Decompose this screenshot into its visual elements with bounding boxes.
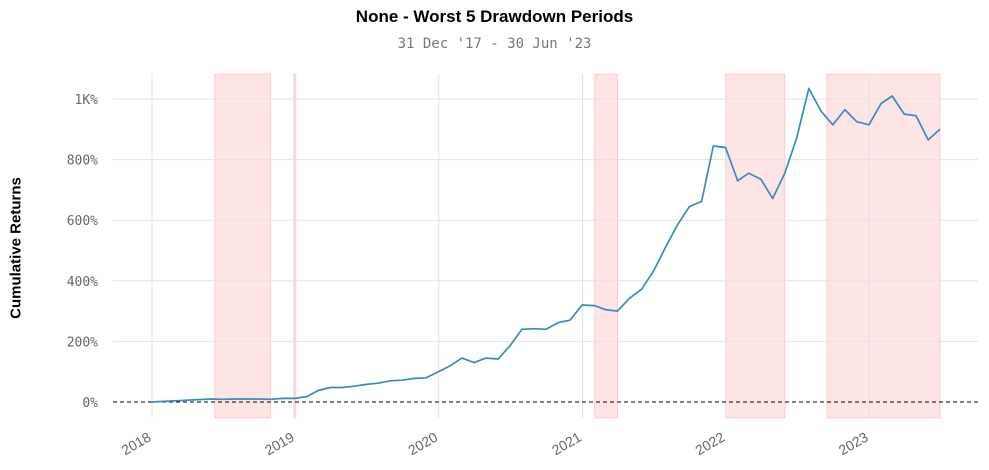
y-tick-label: 800% — [67, 154, 98, 169]
x-tick-label: 2022 — [692, 429, 727, 459]
drawdown-shading-group — [214, 73, 941, 419]
drawdown-period-3 — [594, 73, 618, 419]
x-tick-label: 2019 — [262, 429, 297, 459]
horizontal-grid — [113, 98, 978, 342]
chart-title: None - Worst 5 Drawdown Periods — [355, 7, 634, 26]
y-tick-label: 600% — [67, 214, 98, 229]
x-tick-label: 2023 — [836, 429, 871, 459]
x-tick-label: 2021 — [549, 429, 584, 459]
y-tick-label: 400% — [67, 275, 98, 290]
y-tick-label: 200% — [67, 335, 98, 350]
x-axis-ticks: 2018 2019 2020 2021 2022 2023 — [119, 429, 871, 459]
chart-subtitle: 31 Dec '17 - 30 Jun '23 — [397, 36, 592, 52]
x-tick-label: 2018 — [119, 429, 154, 459]
y-tick-label: 0% — [82, 396, 98, 411]
x-tick-label: 2020 — [405, 429, 440, 459]
drawdown-period-5 — [826, 73, 941, 419]
drawdown-period-1 — [214, 73, 272, 419]
vertical-grid — [151, 74, 870, 418]
drawdown-period-4 — [725, 73, 786, 419]
series-lines — [151, 87, 941, 403]
y-tick-label: 1K% — [75, 93, 99, 108]
y-axis-ticks: 0% 200% 400% 600% 800% 1K% — [67, 93, 98, 411]
